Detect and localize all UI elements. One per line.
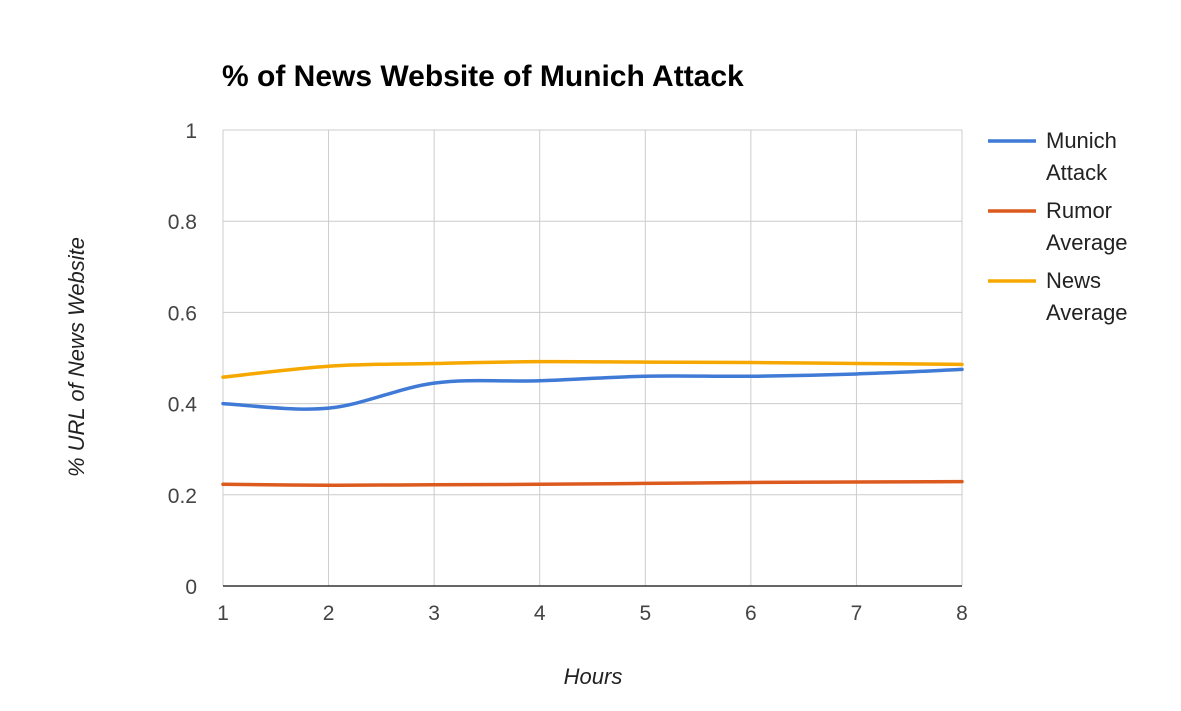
x-tick-label: 2: [323, 602, 335, 625]
y-tick-label: 0.8: [168, 211, 197, 234]
grid: [222, 129, 963, 587]
legend-item: News Average: [988, 268, 1128, 325]
x-tick-label: 8: [956, 602, 968, 625]
x-tick-label: 3: [428, 602, 440, 625]
tick-labels: 0 0.2 0.4 0.6 0.8 1 1 2 3 4 5 6 7 8: [168, 120, 968, 625]
y-tick-label: 0: [185, 576, 197, 599]
x-tick-label: 6: [745, 602, 757, 625]
legend-label: Munich Attack: [1046, 128, 1117, 185]
x-tick-label: 5: [639, 602, 651, 625]
legend-label: News Average: [1046, 268, 1128, 325]
y-tick-label: 0.6: [168, 302, 197, 325]
y-tick-label: 0.2: [168, 485, 197, 508]
series-lines: [221, 359, 964, 487]
legend-item: Munich Attack: [988, 128, 1117, 185]
series-line-munich-attack: [221, 367, 964, 411]
y-tick-label: 1: [185, 120, 197, 143]
y-axis-label: % URL of News Website: [64, 237, 89, 477]
legend-label: Rumor Average: [1046, 198, 1128, 255]
series-line-news-average: [221, 359, 964, 379]
chart-title: % of News Website of Munich Attack: [222, 60, 744, 93]
x-tick-label: 7: [851, 602, 863, 625]
x-axis-label: Hours: [564, 664, 623, 689]
x-tick-label: 4: [534, 602, 546, 625]
series-line-rumor-average: [221, 479, 964, 487]
legend-item: Rumor Average: [988, 198, 1128, 255]
y-tick-label: 0.4: [168, 394, 198, 417]
x-tick-label: 1: [217, 602, 229, 625]
legend: Munich Attack Rumor Average News Average: [988, 128, 1128, 325]
